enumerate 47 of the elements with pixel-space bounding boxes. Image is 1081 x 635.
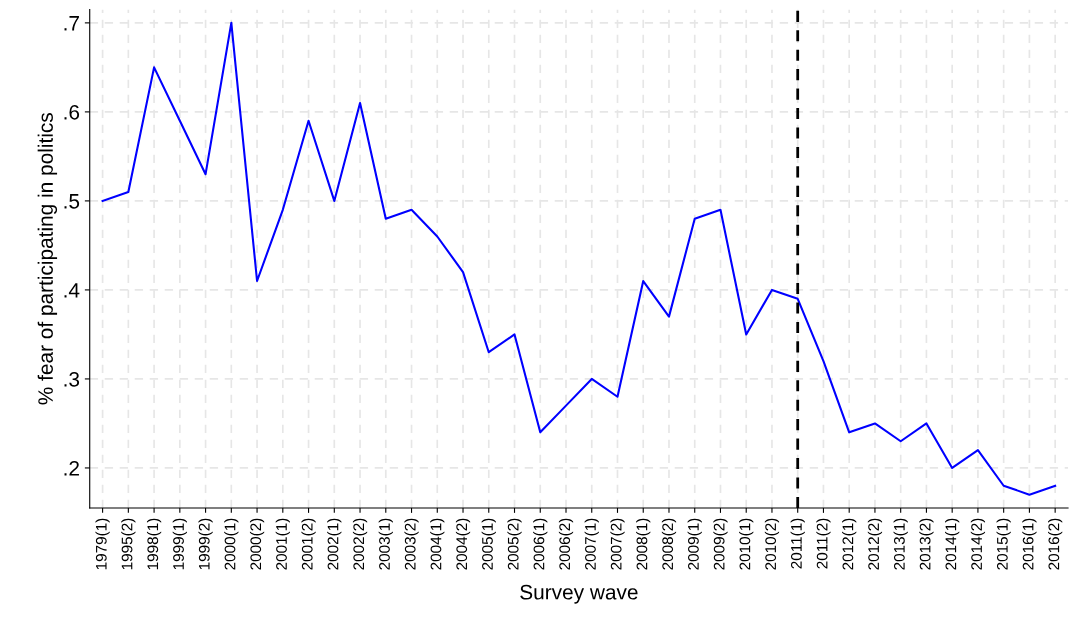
y-tick-label: .2 [64,460,79,476]
x-axis-title: Survey wave [520,584,638,604]
x-tick-label: 2011(2) [816,518,831,569]
x-tick-label: 2016(2) [1048,518,1063,570]
x-tick-label: 2013(2) [919,518,934,570]
x-tick-label: 2007(1) [584,518,599,570]
x-tick-label: 2001(1) [275,518,290,570]
x-tick-label: 2003(2) [404,518,419,570]
x-tick-label: 1999(2) [198,518,213,570]
x-tick-label: 2010(2) [764,518,780,570]
x-tick-label: 2015(1) [996,518,1011,570]
x-tick-label: 2004(1) [430,518,445,570]
x-tick-label: 1979(1) [95,518,110,570]
x-tick-label: 1999(1) [172,518,187,570]
y-tick-label: .5 [64,194,80,209]
x-tick-label: 2014(2) [970,518,986,570]
x-tick-label: 2001(2) [301,518,316,570]
x-tick-label: 2012(1) [842,518,857,570]
y-tick-label: .3 [64,371,80,387]
y-tick-label: .6 [64,104,80,120]
x-tick-label: 2012(2) [867,518,883,570]
x-tick-label: 2011(1) [790,518,805,569]
x-tick-label: 1995(2) [121,518,136,570]
x-tick-label: 2007(2) [610,518,625,570]
x-tick-label: 2003(1) [378,518,393,570]
y-tick-label: .4 [64,283,80,298]
x-tick-label: 2004(2) [455,518,471,570]
x-tick-label: 2002(1) [327,518,342,570]
x-tick-label: 2002(2) [352,518,368,570]
y-axis-title: % fear of participating in politics [37,113,58,405]
x-tick-label: 1998(1) [146,518,162,570]
x-tick-label: 2016(1) [1022,518,1037,570]
x-tick-label: 2006(2) [558,518,574,570]
x-tick-label: 2000(1) [224,518,239,570]
x-tick-label: 2009(2) [713,518,728,570]
x-tick-label: 2010(1) [739,518,754,570]
y-tick-label: .7 [64,16,79,31]
x-tick-label: 2008(2) [661,518,677,570]
line-series [101,21,1057,496]
x-tick-label: 2005(1) [481,518,496,570]
x-tick-label: 2006(1) [533,518,548,570]
x-tick-label: 2009(1) [687,518,702,570]
x-tick-label: 2014(1) [945,518,960,570]
x-tick-label: 2005(2) [507,518,522,570]
x-tick-label: 2000(2) [249,518,265,570]
x-tick-label: 2013(1) [893,518,908,570]
x-tick-label: 2008(1) [636,518,651,570]
